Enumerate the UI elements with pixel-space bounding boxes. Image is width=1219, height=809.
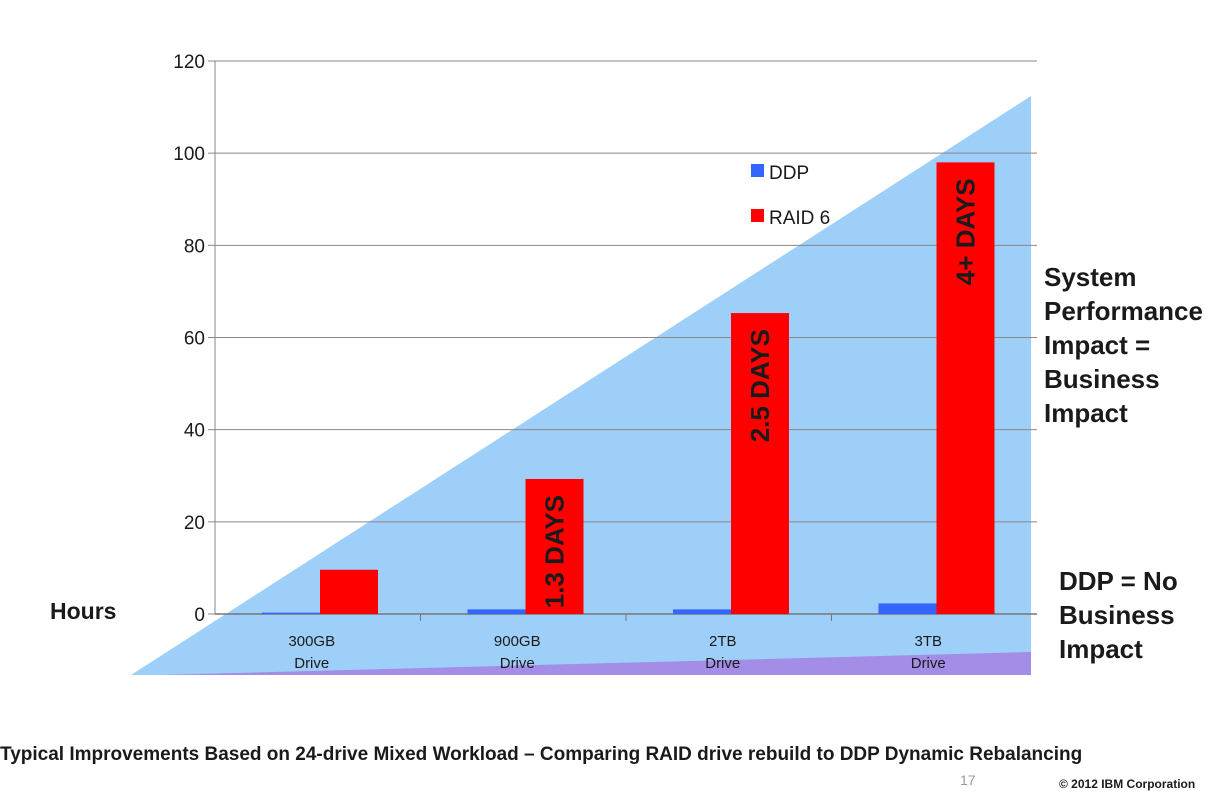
ddp-bar <box>467 609 526 614</box>
y-tick-label: 60 <box>184 329 205 350</box>
y-tick-label: 20 <box>184 513 205 534</box>
ddp-line: DDP = No <box>1059 566 1178 596</box>
raid6-bar <box>936 162 995 614</box>
performance-impact-wedge <box>131 96 1031 675</box>
legend-swatch <box>751 209 764 222</box>
x-tick-label: Drive <box>294 655 329 672</box>
x-tick-label: 3TB <box>914 633 942 650</box>
ddp-bar <box>673 609 731 614</box>
raid6-bar <box>525 478 584 614</box>
ddp-line: Business <box>1059 600 1175 630</box>
performance-line: Impact <box>1044 398 1128 428</box>
y-tick-label: 80 <box>184 236 205 257</box>
page-number: 17 <box>960 772 976 788</box>
copyright: © 2012 IBM Corporation <box>1059 777 1196 791</box>
raid6-bar <box>320 569 378 614</box>
performance-line: System <box>1044 262 1137 292</box>
performance-line: Impact = <box>1044 330 1151 360</box>
legend-label: RAID 6 <box>769 208 830 229</box>
raid6-bar <box>731 313 789 614</box>
x-tick-label: Drive <box>705 655 740 672</box>
x-tick-label: Drive <box>911 655 946 672</box>
ddp-bar <box>262 612 320 614</box>
x-tick-label: Drive <box>500 655 535 672</box>
ddp-line: Impact <box>1059 634 1143 664</box>
y-axis-label: Hours <box>50 598 117 624</box>
bar-annotation: 4+ DAYS <box>951 178 981 285</box>
performance-line: Performance <box>1044 296 1203 326</box>
chart-subtitle: Typical Improvements Based on 24-drive M… <box>0 744 1083 765</box>
performance-line: Business <box>1044 364 1160 394</box>
y-tick-label: 100 <box>173 144 205 165</box>
x-tick-label: 900GB <box>494 633 541 650</box>
bar-annotation: 2.5 DAYS <box>745 329 775 442</box>
ddp-bar <box>878 603 937 614</box>
x-tick-label: 300GB <box>288 633 335 650</box>
legend-label: DDP <box>769 163 809 184</box>
x-tick-label: 2TB <box>709 633 737 650</box>
performance-impact-annotation: System Performance Impact = Business Imp… <box>1044 260 1219 430</box>
bar-annotation: 1.3 DAYS <box>540 495 570 608</box>
y-tick-label: 0 <box>194 605 205 626</box>
ddp-impact-wedge <box>160 652 1031 675</box>
y-tick-label: 40 <box>184 421 205 442</box>
bar-chart: 0 20 40 60 80 100 120 300GB Drive 1.3 DAYS 900GB Dr… <box>131 52 1037 675</box>
legend-swatch <box>751 164 764 177</box>
ddp-impact-annotation: DDP = No Business Impact <box>1059 564 1219 666</box>
y-tick-label: 120 <box>173 52 205 73</box>
